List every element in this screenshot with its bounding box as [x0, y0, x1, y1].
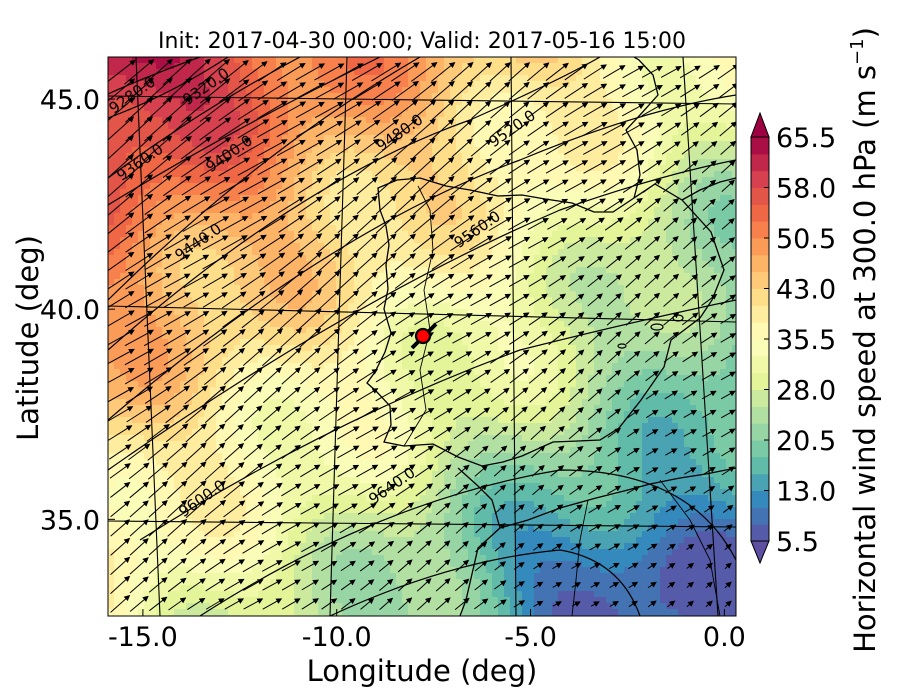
colorbar-band	[751, 373, 769, 390]
colorbar-band	[751, 356, 769, 373]
colorbar-ticks: 5.5 13.0 20.5 28.0 35.5 43.0 50.5 58.0 65.5	[764, 123, 836, 558]
colorbar-band	[751, 474, 769, 491]
colorbar-tick-label: 50.5	[776, 224, 836, 255]
colorbar-band	[751, 440, 769, 457]
x-tick-label: 0.0	[703, 622, 746, 653]
x-tick-label: -10.0	[302, 622, 372, 653]
colorbar-band	[751, 390, 769, 407]
colorbar-tick-label: 28.0	[776, 376, 836, 407]
colorbar-tick-label: 13.0	[776, 477, 836, 508]
colorbar-band	[751, 491, 769, 508]
colorbar: 5.5 13.0 20.5 28.0 35.5 43.0 50.5 58.0 65.5 Hori…	[751, 27, 882, 653]
colorbar-band	[751, 406, 769, 423]
colorbar-band	[751, 204, 769, 221]
colorbar-label: Horizontal wind speed at 300.0 hPa (m s−…	[847, 27, 882, 653]
colorbar-lower-extension	[751, 541, 769, 563]
chart-title: Init: 2017-04-30 00:00; Valid: 2017-05-1…	[158, 29, 686, 54]
x-tick-label: -5.0	[504, 622, 557, 653]
colorbar-band	[751, 154, 769, 171]
x-tick-label: -15.0	[108, 622, 178, 653]
colorbar-band	[751, 457, 769, 474]
colorbar-band	[751, 255, 769, 272]
y-tick-label: 45.0	[40, 85, 100, 116]
colorbar-band	[751, 423, 769, 440]
colorbar-band	[751, 305, 769, 322]
colorbar-tick-label: 58.0	[776, 174, 836, 205]
colorbar-band	[751, 188, 769, 205]
colorbar-band	[751, 507, 769, 524]
location-marker-dot	[416, 329, 430, 343]
colorbar-tick-label: 43.0	[776, 275, 836, 306]
colorbar-band	[751, 322, 769, 339]
colorbar-band	[751, 289, 769, 306]
colorbar-tick-label: 5.5	[776, 527, 819, 558]
colorbar-band	[751, 339, 769, 356]
colorbar-band	[751, 272, 769, 289]
y-axis-label: Latitude (deg)	[11, 235, 45, 441]
colorbar-band	[751, 171, 769, 188]
colorbar-label-close: )	[848, 27, 882, 38]
y-tick-label: 35.0	[40, 505, 100, 536]
x-axis-label: Longitude (deg)	[307, 654, 538, 688]
colorbar-band	[751, 524, 769, 541]
colorbar-label-main: Horizontal wind speed at 300.0 hPa (m s	[848, 65, 882, 653]
colorbar-band	[751, 238, 769, 255]
y-axis-ticks: 35.0 40.0 45.0	[40, 85, 115, 536]
colorbar-band	[751, 137, 769, 154]
colorbar-tick-label: 65.5	[776, 123, 836, 154]
colorbar-label-exponent: −1	[847, 38, 868, 65]
colorbar-upper-extension	[751, 113, 769, 137]
colorbar-tick-label: 20.5	[776, 426, 836, 457]
y-tick-label: 40.0	[40, 295, 100, 326]
colorbar-band	[751, 221, 769, 238]
colorbar-tick-label: 35.5	[776, 325, 836, 356]
